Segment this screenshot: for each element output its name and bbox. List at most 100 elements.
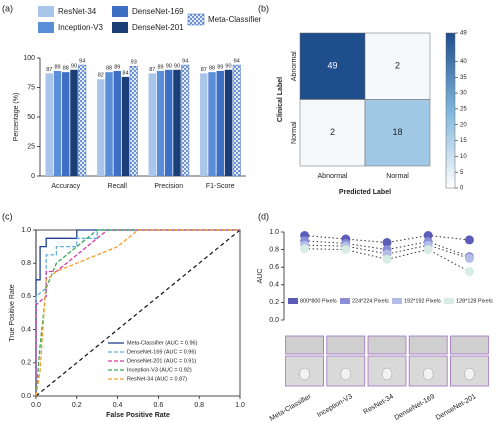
legend-label: Meta-Classifier — [208, 15, 262, 24]
value-label: 88 — [106, 66, 112, 72]
panel-label: (a) — [2, 3, 13, 13]
y-tick-label: 0.2 — [269, 299, 279, 306]
x-tick-label: Meta-Classifier — [269, 393, 314, 422]
colorbar-tick-label: 49 — [460, 31, 467, 37]
cell — [364, 32, 431, 100]
panel-label: (b) — [258, 3, 269, 13]
value-label: 82 — [98, 73, 104, 79]
x-tick-label: 0.6 — [154, 402, 164, 409]
thumbnail — [408, 335, 448, 355]
legend-label: Meta-Classifier (AUC = 0.96) — [127, 340, 198, 346]
legend-label: 128*128 Pixels — [456, 298, 493, 304]
cell-label: 2 — [395, 61, 400, 71]
panel-label: (c) — [2, 211, 13, 221]
colorbar-tick-label: 25 — [460, 106, 467, 112]
x-tick-label: F1-Score — [206, 183, 235, 190]
x-tick-label: 0.2 — [72, 402, 82, 409]
value-label: 94 — [182, 59, 188, 65]
colorbar-tick-label: 40 — [460, 59, 467, 65]
series-line — [35, 229, 240, 396]
x-tick-label: Precision — [154, 183, 183, 190]
legend-swatch — [444, 298, 454, 304]
bar — [173, 69, 181, 176]
y-tick-label: 25 — [27, 143, 35, 150]
y-tick-label: Normal — [291, 121, 298, 144]
x-tick-label: DenseNet-169 — [394, 393, 437, 422]
bar — [70, 69, 78, 176]
bar — [113, 70, 121, 176]
bar — [165, 69, 173, 176]
legend-label: 192*192 Pixels — [404, 298, 441, 304]
legend-label: DenseNet-201 — [132, 23, 184, 32]
legend-label: Inception-V3 (AUC = 0.92) — [127, 367, 192, 373]
bar — [45, 73, 53, 176]
value-label: 89 — [54, 64, 60, 70]
bar — [224, 69, 233, 176]
y-tick-label: 100 — [23, 55, 35, 62]
bar — [129, 66, 138, 177]
legend-swatch — [112, 22, 128, 33]
legend-label: DenseNet-201 (AUC = 0.91) — [127, 358, 196, 364]
series-line — [304, 248, 470, 273]
cell-label: 18 — [392, 127, 402, 137]
colorbar-tick-label: 15 — [460, 138, 467, 144]
legend-label: DenseNet-169 — [132, 7, 184, 16]
chance-line — [35, 229, 241, 397]
marker — [382, 238, 392, 248]
cell — [299, 99, 366, 167]
bar — [216, 70, 224, 176]
thumbnail-cell — [422, 367, 434, 381]
thumbnail — [367, 335, 407, 355]
y-axis-label: AUC — [257, 269, 264, 284]
bar — [156, 70, 165, 176]
bar — [148, 73, 156, 176]
x-tick-label: 0.4 — [113, 402, 123, 409]
thumbnail-cell — [464, 367, 475, 381]
legend-label: 224*224 Pixels — [352, 298, 389, 304]
legend-swatch — [288, 298, 298, 304]
bar — [105, 72, 113, 176]
legend-label: Inception-V3 — [58, 23, 103, 32]
legend-label: DenseNet-169 (AUC = 0.96) — [127, 349, 196, 355]
series-line — [35, 229, 240, 397]
legend-label: 800*800 Pixels — [300, 298, 337, 304]
value-label: 87 — [201, 67, 207, 73]
bar — [97, 79, 105, 176]
marker — [464, 235, 474, 245]
y-axis-label: Percentage (%) — [13, 93, 20, 142]
bar — [232, 64, 241, 177]
thumbnail — [285, 335, 325, 355]
marker — [300, 244, 310, 254]
x-axis-label: False Positive Rate — [106, 412, 170, 419]
colorbar-tick-label: 35 — [460, 75, 467, 81]
y-axis-label: True Positive Rate — [9, 284, 16, 341]
series-line — [35, 229, 240, 396]
value-label: 94 — [234, 59, 240, 65]
y-tick-label: 0.2 — [21, 360, 31, 367]
y-tick-label: 0.8 — [21, 260, 31, 267]
value-label: 90 — [174, 63, 180, 69]
value-label: 90 — [166, 63, 172, 69]
y-tick-label: 0.8 — [269, 246, 279, 253]
bar — [53, 70, 62, 176]
bar — [121, 76, 130, 176]
x-tick-label: Abnormal — [318, 173, 348, 180]
legend-swatch — [340, 298, 350, 304]
marker — [341, 245, 351, 255]
y-tick-label: 0.4 — [269, 282, 279, 289]
legend-label: ResNet-34 (AUC = 0.87) — [127, 376, 187, 382]
thumbnail-cell — [381, 367, 393, 381]
thumbnail — [326, 335, 366, 355]
x-tick-label: 1.0 — [235, 402, 245, 409]
marker — [464, 253, 474, 263]
value-label: 89 — [217, 64, 223, 70]
colorbar — [445, 32, 456, 189]
marker — [464, 267, 474, 277]
thumbnail-cell — [299, 367, 310, 381]
cell-label: 49 — [327, 61, 337, 71]
marker — [382, 254, 392, 264]
panel-label: (d) — [258, 211, 269, 221]
x-tick-label: 0.8 — [194, 402, 204, 409]
marker — [423, 245, 433, 255]
